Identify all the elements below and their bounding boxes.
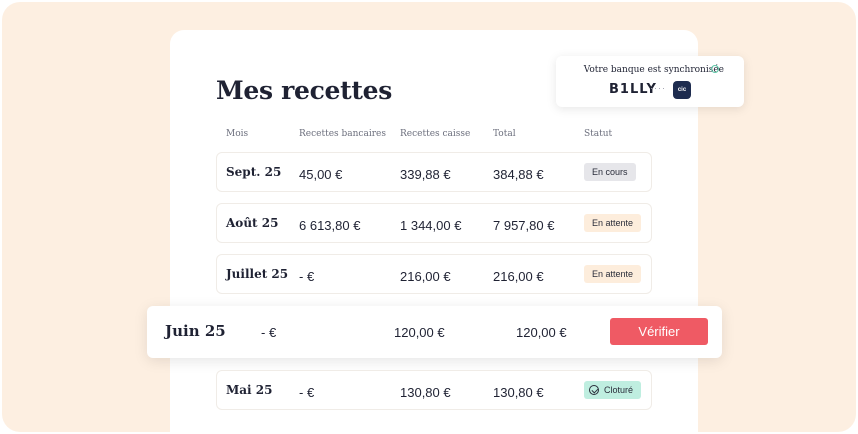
check-circle-icon [711,65,719,73]
sync-status-text: Votre banque est synchronisée [583,65,724,75]
row-bancaires: - € [299,269,315,284]
status-badge: En attente [584,214,642,232]
table-row[interactable]: Août 25 6 613,80 € 1 344,00 € 7 957,80 €… [216,203,652,243]
table-row[interactable]: Sept. 25 45,00 € 339,88 € 384,88 € En co… [216,152,652,192]
row-month: Mai 25 [226,383,273,397]
table-row[interactable]: Juillet 25 - € 216,00 € 216,00 € En atte… [216,254,652,294]
status-badge-label: Cloturé [604,385,634,395]
column-header-bancaires: Recettes bancaires [299,129,386,139]
column-header-statut: Statut [584,129,613,139]
row-caisse: 130,80 € [400,385,451,400]
highlighted-table-row[interactable]: Juin 25 - € 120,00 € 120,00 € Vérifier [147,306,722,358]
check-circle-icon [589,385,599,395]
bank-sync-card: Votre banque est synchronisée [556,56,744,107]
billy-logo: B1LLY [609,82,657,97]
row-bancaires: 6 613,80 € [299,218,361,233]
row-month: Juillet 25 [226,267,289,281]
link-dots: ···· [650,83,666,93]
row-caisse: 339,88 € [400,167,451,182]
status-badge: En cours [584,163,636,181]
row-total: 130,80 € [493,385,544,400]
row-month: Sept. 25 [226,165,282,179]
column-header-caisse: Recettes caisse [400,129,471,139]
row-total: 120,00 € [516,325,567,340]
row-bancaires: 45,00 € [299,167,343,182]
row-bancaires: - € [299,385,315,400]
row-total: 7 957,80 € [493,218,555,233]
row-caisse: 120,00 € [394,325,445,340]
row-month: Août 25 [226,216,279,230]
table-row[interactable]: Mai 25 - € 130,80 € 130,80 € Cloturé [216,370,652,410]
row-month: Juin 25 [165,322,226,340]
row-total: 216,00 € [493,269,544,284]
column-header-total: Total [493,129,516,139]
row-caisse: 216,00 € [400,269,451,284]
status-badge: Cloturé [584,381,642,399]
row-bancaires: - € [261,325,277,340]
verify-button[interactable]: Vérifier [610,318,708,345]
row-total: 384,88 € [493,167,544,182]
row-caisse: 1 344,00 € [400,218,462,233]
column-header-mois: Mois [226,129,249,139]
status-badge: En attente [584,265,642,283]
bank-logo-icon: cic [673,81,691,99]
page-title: Mes recettes [216,76,393,105]
